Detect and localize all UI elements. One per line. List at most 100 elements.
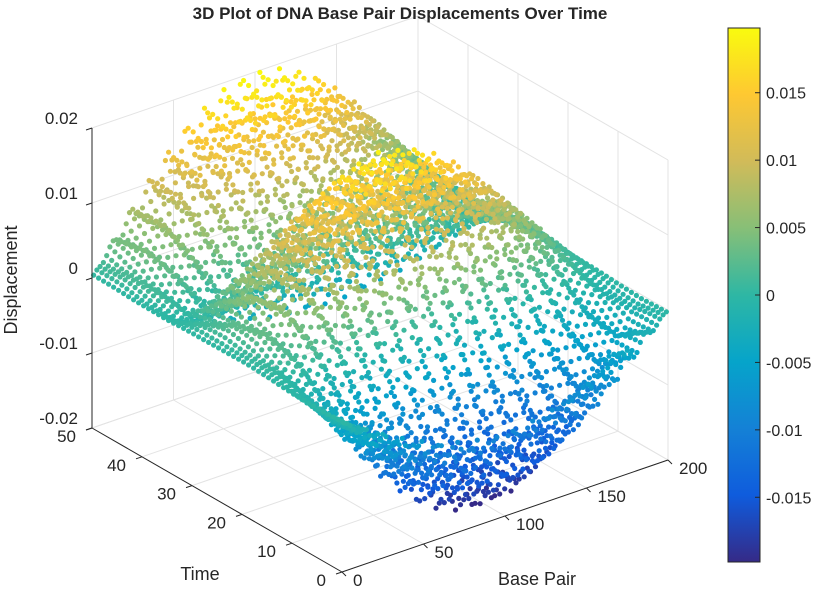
data-point (601, 339, 607, 345)
data-point (402, 286, 409, 292)
data-point (142, 248, 148, 254)
data-point (123, 241, 129, 247)
data-point (264, 264, 271, 270)
data-point (450, 243, 456, 249)
data-point (579, 415, 585, 421)
data-point (304, 216, 310, 223)
data-point (555, 356, 561, 362)
data-point (234, 101, 240, 107)
data-point (321, 339, 327, 345)
data-point (440, 216, 446, 222)
data-point (523, 457, 529, 463)
data-point (233, 278, 239, 284)
data-point (546, 451, 552, 457)
data-point (196, 212, 202, 218)
data-point (363, 177, 369, 183)
data-point (258, 230, 264, 236)
data-point (580, 290, 587, 296)
data-point (393, 331, 399, 338)
data-point (329, 267, 335, 273)
data-point (320, 242, 326, 248)
data-point (399, 233, 405, 239)
data-point (289, 168, 295, 175)
data-point (549, 407, 555, 413)
data-point (173, 253, 179, 259)
data-point (246, 82, 252, 89)
data-point (539, 234, 545, 241)
data-point (117, 254, 123, 260)
data-point (511, 221, 517, 227)
data-point (356, 161, 362, 167)
data-point (452, 416, 458, 422)
data-point (211, 283, 217, 289)
data-point (231, 124, 237, 130)
data-point (478, 358, 484, 364)
data-point (617, 319, 623, 325)
data-point (345, 99, 351, 105)
data-point (387, 379, 393, 385)
data-point (477, 450, 484, 456)
data-point (373, 169, 379, 175)
data-point (413, 408, 419, 414)
data-point (286, 388, 292, 394)
data-point (181, 325, 187, 331)
data-point (107, 269, 113, 275)
data-point (504, 413, 511, 419)
data-point (437, 340, 443, 346)
data-point (412, 324, 419, 330)
data-point (421, 461, 428, 467)
data-point (400, 411, 406, 417)
data-point (204, 332, 210, 338)
data-point (471, 200, 477, 206)
data-point (291, 257, 297, 263)
data-point (436, 209, 443, 215)
data-point (515, 324, 522, 330)
data-point (418, 226, 424, 232)
data-point (270, 102, 276, 108)
data-point (184, 210, 190, 217)
data-point (424, 157, 431, 163)
data-point (566, 332, 572, 338)
data-point (478, 343, 484, 349)
data-point (363, 227, 369, 233)
data-point (528, 441, 534, 447)
data-point (567, 289, 574, 295)
data-point (540, 388, 547, 394)
data-point (557, 382, 563, 388)
data-point (464, 457, 470, 463)
data-point (491, 389, 497, 395)
data-point (349, 193, 355, 200)
data-point (160, 261, 166, 267)
data-point (221, 348, 227, 354)
data-point (474, 181, 480, 187)
data-point (300, 232, 306, 239)
data-point (345, 324, 351, 330)
data-point (525, 245, 531, 251)
data-point (319, 146, 326, 152)
data-point (453, 463, 459, 469)
data-point (481, 429, 488, 435)
data-point (303, 160, 309, 166)
data-point (211, 258, 217, 264)
data-point (591, 321, 597, 327)
data-point (217, 218, 223, 224)
data-point (645, 305, 651, 311)
data-point (369, 188, 375, 194)
data-point (208, 303, 214, 309)
data-point (450, 388, 456, 394)
data-point (212, 208, 218, 214)
data-point (297, 228, 303, 234)
data-point (502, 370, 509, 376)
data-point (151, 309, 157, 315)
data-point (224, 323, 230, 329)
data-point (306, 297, 312, 303)
data-point (591, 373, 598, 379)
data-point (256, 270, 262, 277)
data-point (327, 114, 333, 120)
data-point (131, 297, 137, 303)
data-point (239, 329, 245, 335)
data-point (140, 213, 146, 219)
data-point (414, 366, 420, 372)
data-point (402, 242, 408, 248)
data-point (274, 143, 280, 149)
